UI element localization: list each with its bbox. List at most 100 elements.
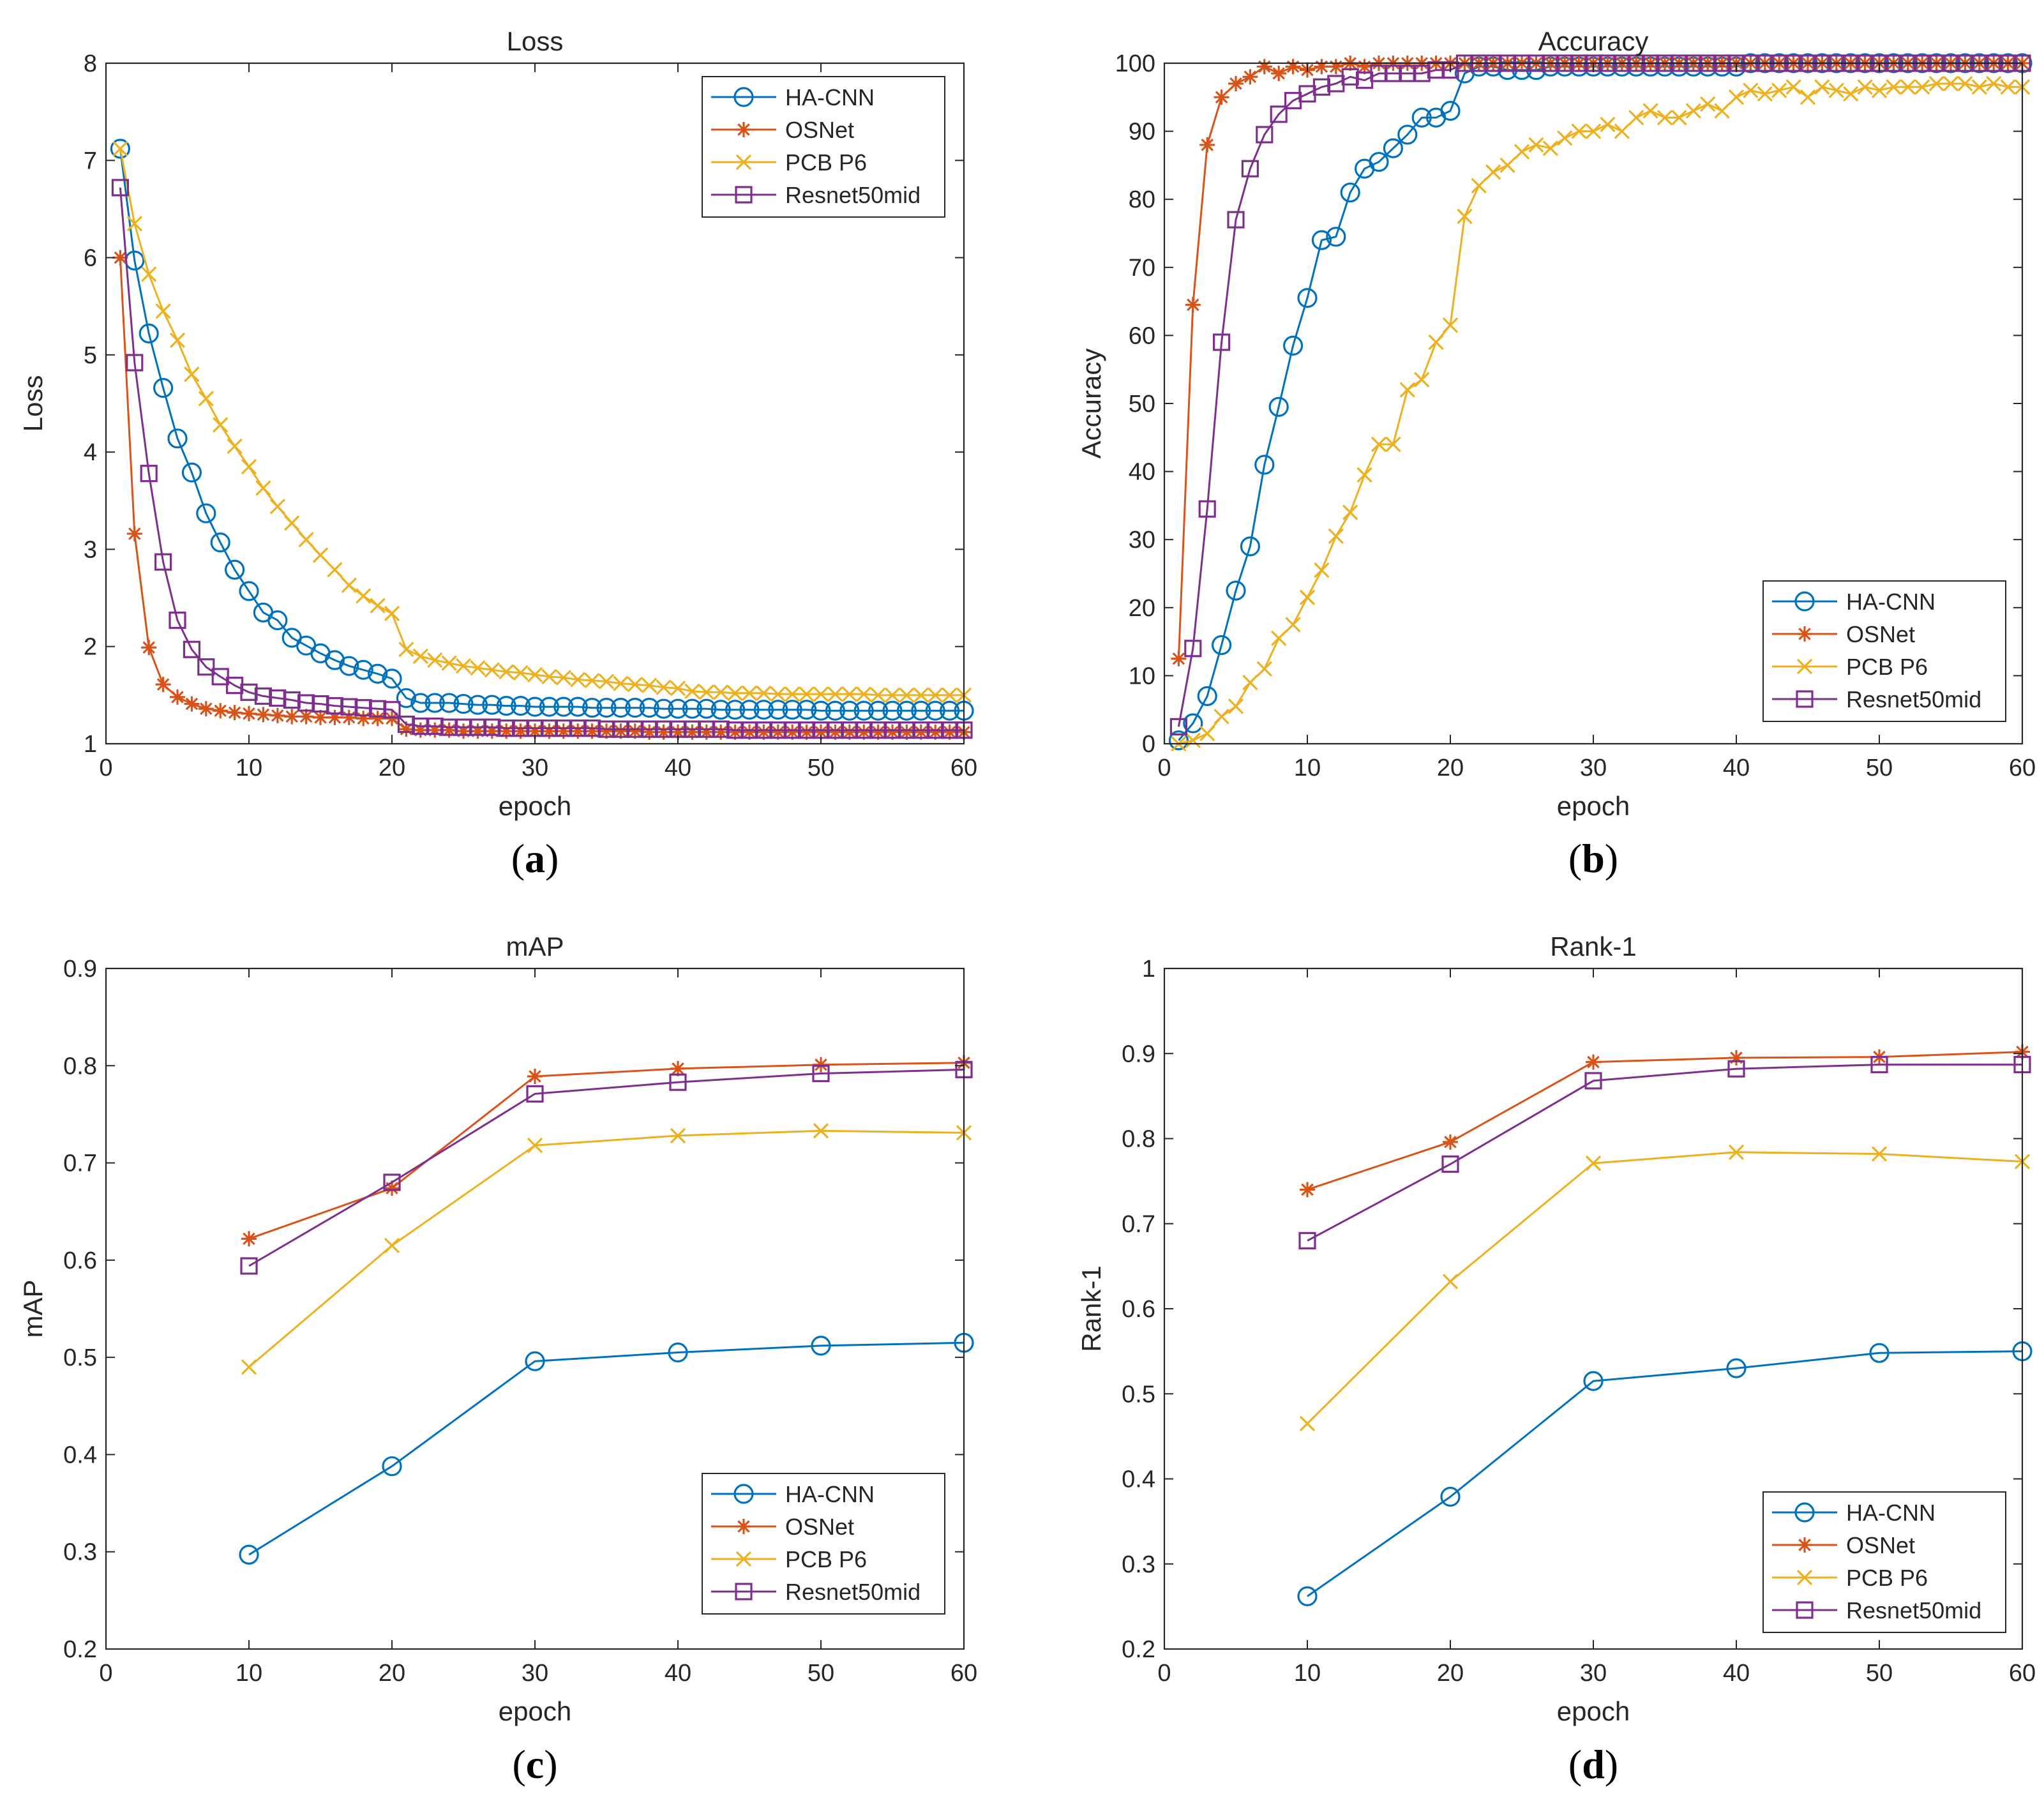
pcb-p6-point (198, 391, 214, 407)
legend-resnet50mid-point (735, 1583, 753, 1600)
ha-cnn-point (696, 698, 717, 719)
ha-cnn-point (925, 700, 945, 721)
pcb-p6-point (1728, 1144, 1745, 1160)
ha-cnn-point (1340, 182, 1360, 203)
resnet50mid-point (240, 683, 258, 701)
ha-cnn-point (239, 581, 259, 601)
panel-letter: a (525, 836, 545, 881)
pcb-p6-point (1214, 709, 1229, 725)
ha-cnn-point (196, 503, 216, 523)
pcb-p6-point (1871, 1146, 1888, 1162)
pcb-p6-point (1314, 562, 1330, 578)
osnet-point (298, 709, 314, 725)
ha-cnn-point (567, 697, 588, 717)
pcb-p6-point (1800, 89, 1816, 105)
pcb-p6-point (870, 687, 886, 703)
pcb-p6-point (1585, 1156, 1602, 1171)
legend-pcb-p6-point (1796, 658, 1813, 675)
ha-cnn-point (1411, 107, 1432, 128)
osnet-point (412, 722, 428, 738)
ha-cnn-point (167, 428, 188, 449)
ha-cnn-point (768, 700, 788, 720)
y-tick-label: 5 (84, 342, 97, 369)
ha-cnn-point (896, 700, 917, 721)
pcb-p6-point (269, 499, 285, 515)
y-tick-label: 0.8 (63, 1053, 97, 1080)
resnet50mid-point (698, 720, 716, 738)
x-tick-label: 40 (1723, 755, 1750, 781)
ha-cnn-point (825, 700, 846, 721)
y-tick-label: 0 (1142, 731, 1155, 758)
resnet50mid-point (140, 465, 158, 483)
osnet-point (198, 701, 214, 717)
panel-label: (b) (1568, 836, 1618, 881)
pcb-p6-point (499, 664, 515, 680)
osnet-point (813, 724, 829, 740)
osnet-point (813, 1057, 829, 1073)
osnet-point (356, 711, 372, 727)
osnet-point (456, 723, 471, 739)
pcb-p6-point (899, 687, 915, 703)
pcb-p6-point (398, 642, 414, 658)
y-tick-label: 0.7 (1122, 1211, 1155, 1238)
x-tick-label: 0 (99, 1660, 112, 1687)
legend-osnet-point (736, 1519, 751, 1534)
pcb-p6-point (555, 670, 571, 686)
ha-cnn-point (525, 1351, 545, 1371)
pcb-p6-point (141, 266, 157, 282)
ha-cnn-point (596, 698, 617, 718)
resnet50mid-point (126, 354, 144, 372)
pcb-p6-point (928, 687, 943, 703)
x-tick-label: 60 (2009, 1660, 2036, 1687)
legend-entry-osnet: OSNet (1846, 1532, 1915, 1558)
ha-cnn-point (1383, 138, 1403, 158)
legend-pcb-p6-point (735, 1551, 752, 1567)
x-tick-label: 30 (522, 755, 548, 781)
pcb-p6-point (1657, 110, 1673, 126)
osnet-point (155, 677, 171, 693)
ha-cnn-point (496, 696, 516, 716)
resnet50mid-point (540, 719, 559, 737)
y-tick-label: 0.2 (63, 1636, 97, 1663)
osnet-point (698, 724, 714, 740)
osnet-point (770, 724, 786, 740)
osnet-point (170, 689, 185, 705)
resnet50mid-point (669, 1073, 687, 1091)
pcb-p6-point (1528, 137, 1544, 153)
legend-ha-cnn-point (733, 87, 754, 107)
osnet-point (570, 723, 586, 739)
x-tick-label: 40 (665, 1660, 691, 1687)
ha-cnn-point (181, 462, 202, 483)
resnet50mid-point (769, 721, 787, 739)
y-tick-label: 70 (1129, 255, 1155, 282)
pcb-p6-point (112, 140, 128, 157)
osnet-point (841, 724, 857, 740)
ha-cnn-point (1211, 635, 1232, 656)
osnet-point (470, 723, 486, 739)
ha-cnn-point (1397, 124, 1418, 145)
resnet50mid-point (1227, 211, 1245, 229)
pcb-p6-point (527, 1138, 543, 1154)
pcb-p6-point (455, 658, 472, 674)
ha-cnn-point (367, 663, 388, 684)
osnet-point (341, 709, 357, 725)
resnet50mid-point (1584, 1072, 1602, 1090)
x-tick-label: 60 (951, 755, 977, 781)
pcb-p6-point (1814, 79, 1830, 95)
legend: HA-CNN OSNet PCB P6 Resnet50mid (702, 76, 945, 218)
resnet50mid-point (183, 640, 200, 658)
series-markers-osnet (112, 250, 972, 740)
ha-cnn-point (1226, 580, 1246, 601)
legend-ha-cnn-point (1794, 591, 1815, 612)
pcb-p6-point (856, 686, 872, 702)
resnet50mid-point (1298, 1231, 1316, 1250)
ha-cnn-point (225, 559, 245, 580)
legend-ha-cnn-point (1794, 1502, 1815, 1523)
osnet-point (913, 724, 929, 740)
pcb-p6-point (1371, 436, 1387, 453)
chart-panel-c: 0 10 20 30 40 50 60 0.2 0.3 0.4 0.5 0.6 0.7 0.8 0.9 mAP… (18, 931, 977, 1787)
y-tick-label: 0.5 (1122, 1381, 1155, 1408)
pcb-p6-point (1271, 630, 1287, 646)
series-markers-resnet50mid (111, 179, 973, 739)
pcb-p6-point (1957, 75, 1973, 92)
